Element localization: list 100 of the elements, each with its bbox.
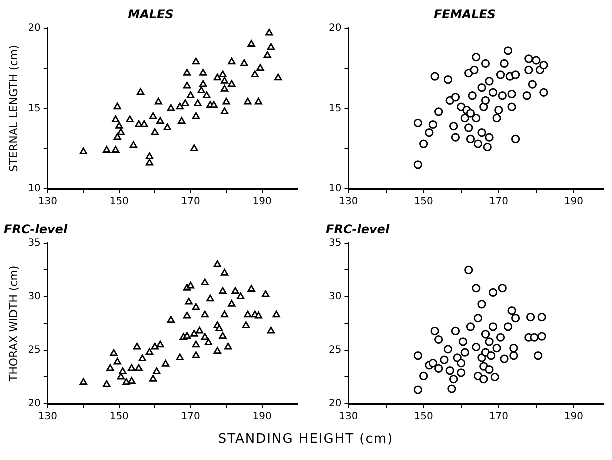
point [485,365,494,374]
point [488,288,498,297]
x-tick-label: 190 [564,412,584,423]
point [487,352,496,360]
point [200,69,208,76]
point [156,340,164,348]
point [460,348,470,357]
point [481,96,490,105]
point [242,322,250,328]
point [224,342,232,350]
point [414,386,422,394]
point [448,384,456,394]
point [151,342,159,350]
point [492,344,502,353]
point [414,352,422,360]
point [183,82,192,89]
x-tick-label: 190 [252,196,272,208]
x-axis-title: STANDING HEIGHT (cm) [217,432,395,447]
point [114,102,122,110]
point [192,352,200,358]
point [219,332,227,340]
y-tick-label: 35 [28,238,41,249]
point [219,70,227,78]
point [187,282,195,289]
point [434,335,444,344]
x-tick-label: 190 [564,196,584,208]
point [192,303,200,310]
point [240,59,248,66]
y-tick-label: 30 [28,292,41,303]
point [267,43,276,50]
chart-title: FRC-level [4,222,68,236]
point [183,312,192,319]
point [534,352,543,360]
point [194,100,202,106]
y-tick-label: 35 [328,238,342,249]
point [146,348,154,356]
point [201,278,209,286]
point [481,330,490,339]
point [510,344,518,353]
chart-title: FRC-level [326,222,390,236]
y-tick-label: 10 [28,184,41,195]
point [444,345,453,354]
point [538,312,546,322]
point [216,324,224,332]
point [220,108,229,114]
point [206,294,214,302]
point [460,114,470,123]
point [119,368,127,374]
point [146,159,154,166]
point [485,133,494,142]
point [167,104,175,112]
point [106,364,114,372]
point [103,380,111,388]
point [485,77,494,86]
point [203,92,211,98]
point [420,140,428,148]
point [430,326,440,336]
point [192,112,200,120]
point [198,86,206,94]
point [511,314,520,323]
point [540,61,548,70]
point [494,106,504,115]
point [480,375,488,384]
point [457,359,466,368]
point [420,372,428,380]
point [138,354,146,362]
point [248,40,256,47]
point [228,58,236,65]
x-tick-label: 150 [414,412,434,423]
point [153,368,161,374]
point [149,112,158,120]
point [485,338,494,346]
point [185,298,193,305]
point [496,70,506,80]
point [474,140,483,148]
y-tick-label: 10 [328,184,342,195]
point [156,117,164,124]
point [220,269,229,276]
point [470,66,479,74]
point [110,349,118,356]
point [434,364,444,373]
point [478,128,486,138]
x-tick-label: 130 [339,412,358,423]
point [451,326,460,336]
point [187,92,195,98]
point [116,122,124,129]
y-tick-label: 15 [28,103,41,114]
point [414,118,422,128]
point [262,290,270,298]
point [128,364,136,372]
point [472,342,481,352]
point [267,326,276,334]
point [266,28,274,36]
point [183,332,192,340]
y-tick-label: 20 [28,398,41,410]
point [508,90,516,99]
point [182,100,190,106]
point [126,116,134,122]
point [458,338,468,346]
point [146,152,154,160]
